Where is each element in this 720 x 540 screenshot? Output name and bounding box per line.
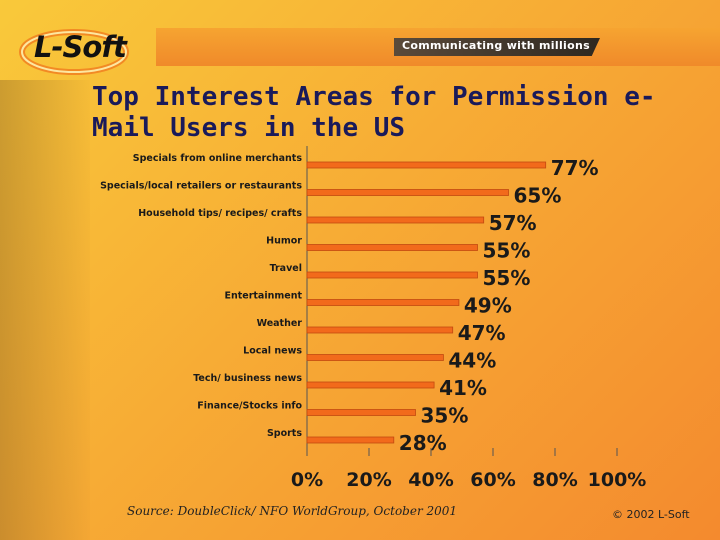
data-label: 41% (439, 376, 487, 400)
l-soft-logo-swoosh (19, 29, 129, 75)
x-tick-label: 100% (588, 469, 647, 491)
data-label: 55% (483, 266, 531, 290)
category-label: Household tips/ recipes/ crafts (138, 208, 302, 219)
category-label: Entertainment (224, 291, 302, 302)
category-label: Finance/Stocks info (197, 401, 302, 412)
data-label: 35% (421, 404, 469, 428)
category-label: Humor (266, 236, 302, 247)
bar (306, 299, 460, 306)
data-label: 49% (464, 294, 512, 318)
bar (306, 271, 478, 279)
bar (306, 244, 478, 251)
category-label: Weather (257, 318, 303, 329)
copyright: © 2002 L-Soft (612, 508, 690, 521)
category-label: Tech/ business news (193, 373, 302, 384)
bar (306, 409, 416, 416)
slide-title: Top Interest Areas for Permission e-Mail… (92, 82, 656, 143)
tagline-strip (394, 38, 600, 56)
data-label: 55% (483, 239, 531, 263)
data-label: 47% (458, 321, 506, 345)
tagline: Communicating with millions (402, 39, 590, 52)
bar (306, 381, 435, 389)
bar (306, 189, 509, 196)
data-label: 28% (399, 431, 447, 455)
data-label: 57% (489, 211, 537, 235)
source-note: Source: DoubleClick/ NFO WorldGroup, Oct… (127, 504, 458, 518)
category-label: Specials from online merchants (133, 153, 303, 164)
category-label: Travel (270, 263, 302, 274)
data-label: 44% (448, 349, 496, 373)
data-label: 65% (514, 184, 562, 208)
x-tick-label: 40% (408, 469, 453, 491)
logo: L-Soft (34, 30, 127, 64)
category-label: Sports (267, 428, 302, 439)
bar (306, 326, 454, 334)
category-label: Local news (243, 346, 302, 357)
bar (306, 354, 444, 361)
bar (306, 436, 395, 444)
x-tick-label: 60% (470, 469, 515, 491)
x-tick-label: 20% (346, 469, 391, 491)
category-label: Specials/local retailers or restaurants (100, 181, 302, 192)
data-label: 77% (551, 156, 599, 180)
x-tick-label: 80% (532, 469, 577, 491)
bar (306, 161, 547, 169)
bar (306, 216, 485, 224)
x-tick-label: 0% (291, 469, 323, 491)
background-photo (0, 80, 90, 540)
